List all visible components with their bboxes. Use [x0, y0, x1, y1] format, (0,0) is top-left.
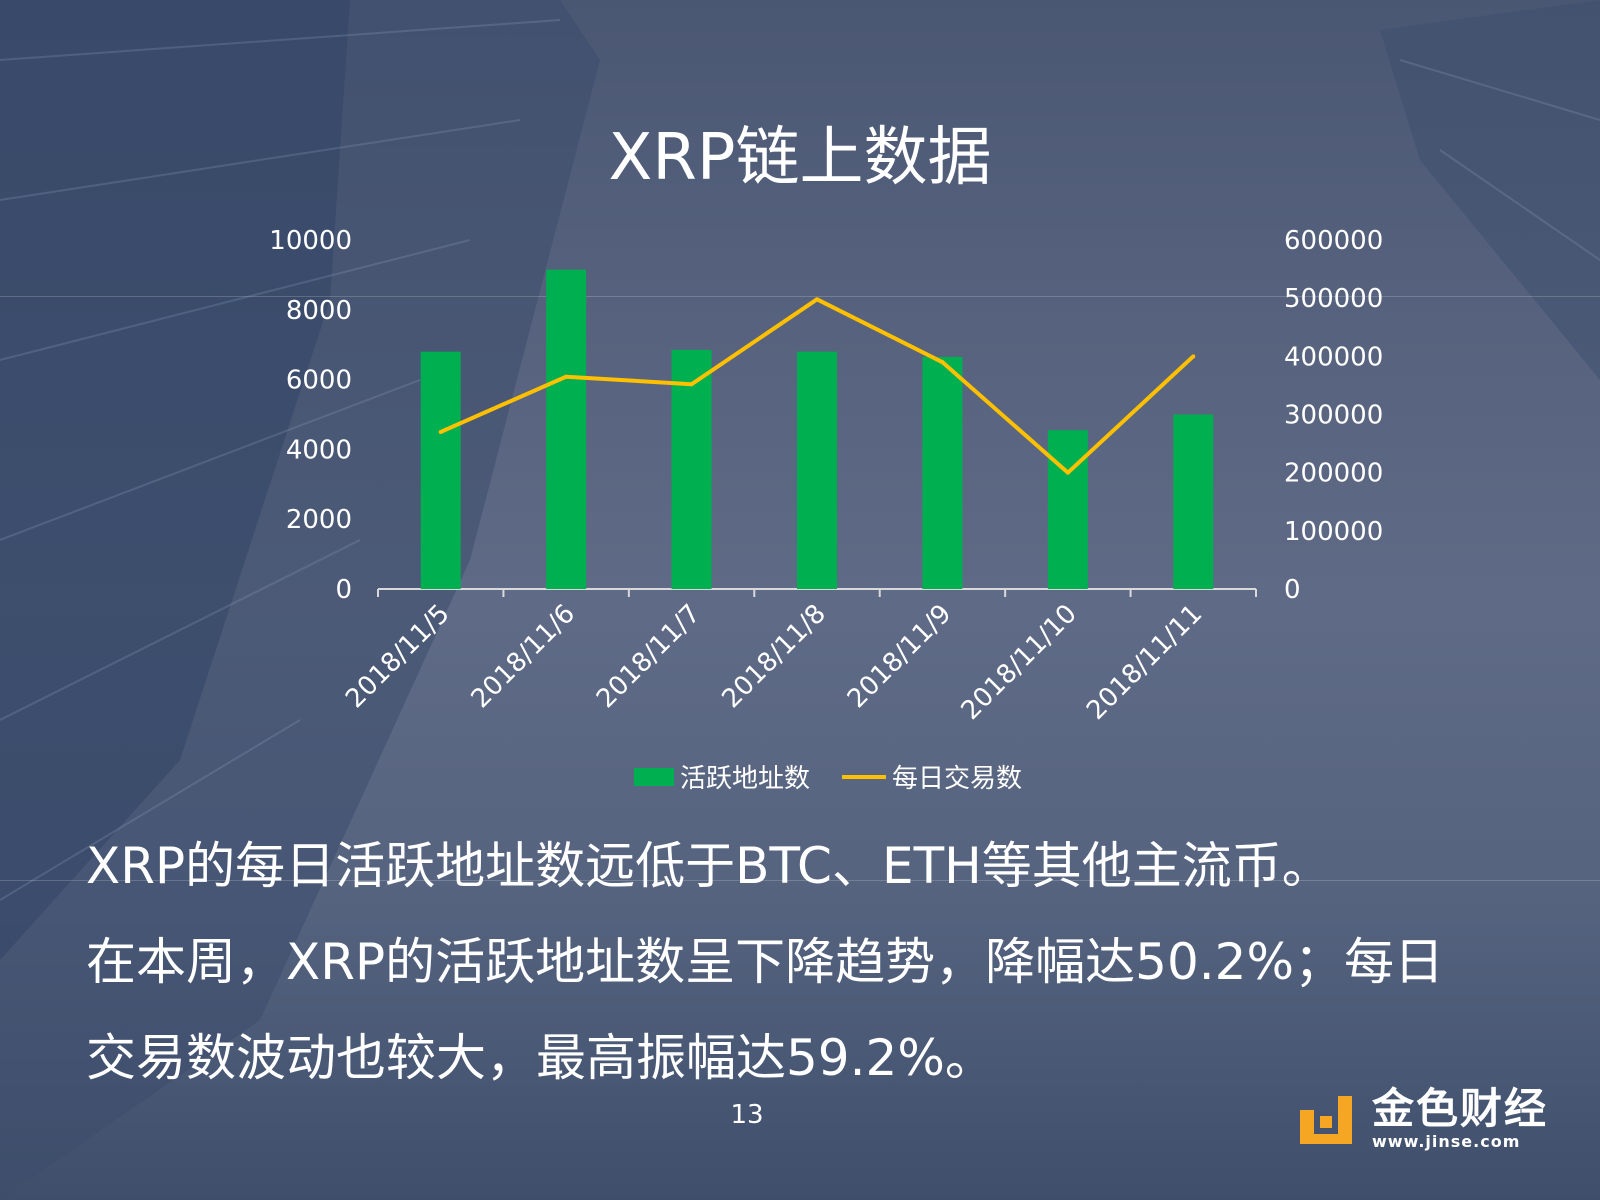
y-tick-label-left: 8000	[286, 296, 352, 326]
y-tick-label-right: 500000	[1284, 284, 1383, 314]
x-tick-label: 2018/11/9	[842, 599, 957, 714]
commentary-line-3: 交易数波动也较大，最高振幅达59.2%。	[86, 1029, 995, 1087]
bar-active-addresses	[671, 349, 712, 589]
point-daily-transactions	[940, 360, 945, 365]
legend-swatch-bar	[634, 768, 674, 786]
commentary-text: XRP的每日活跃地址数远低于BTC、ETH等其他主流币。 在本周，XRP的活跃地…	[86, 818, 1546, 1106]
y-tick-label-right: 400000	[1284, 342, 1383, 372]
logo-url: www.jinse.com	[1372, 1132, 1521, 1151]
y-tick-label-left: 4000	[286, 435, 352, 465]
x-tick-label: 2018/11/10	[956, 599, 1083, 726]
page-number: 13	[730, 1100, 764, 1130]
point-daily-transactions	[438, 429, 443, 434]
point-daily-transactions	[564, 374, 569, 379]
point-daily-transactions	[1191, 354, 1196, 359]
point-daily-transactions	[689, 382, 694, 387]
jinse-logo-icon	[1300, 1096, 1352, 1144]
bar-active-addresses	[797, 351, 837, 589]
jinse-logo: 金色财经 www.jinse.com	[1298, 1086, 1558, 1154]
bar-active-addresses	[1173, 414, 1214, 589]
y-tick-label-right: 600000	[1284, 226, 1383, 256]
y-tick-label-left: 10000	[269, 226, 352, 256]
x-tick-label: 2018/11/11	[1081, 599, 1208, 726]
x-tick-label: 2018/11/7	[591, 599, 706, 714]
bar-active-addresses	[922, 356, 963, 589]
y-tick-label-right: 100000	[1284, 517, 1383, 547]
y-tick-label-left: 0	[335, 575, 352, 605]
y-tick-label-right: 200000	[1284, 459, 1383, 489]
y-tick-label-left: 2000	[286, 505, 352, 535]
bar-active-addresses	[546, 269, 587, 589]
legend-label-line: 每日交易数	[892, 764, 1022, 794]
x-tick-label: 2018/11/8	[716, 599, 831, 714]
y-tick-label-left: 6000	[286, 366, 352, 396]
x-tick-label: 2018/11/5	[340, 599, 455, 714]
x-tick-label: 2018/11/6	[466, 599, 581, 714]
bar-active-addresses	[420, 351, 461, 589]
point-daily-transactions	[815, 297, 819, 302]
commentary-line-1: XRP的每日活跃地址数远低于BTC、ETH等其他主流币。	[86, 837, 1332, 895]
commentary-line-2: 在本周，XRP的活跃地址数呈下降趋势，降幅达50.2%；每日	[86, 933, 1444, 991]
y-tick-label-right: 300000	[1284, 401, 1383, 431]
point-daily-transactions	[1065, 470, 1070, 475]
logo-name: 金色财经	[1372, 1084, 1549, 1133]
bar-active-addresses	[1047, 430, 1088, 589]
chart-title: XRP链上数据	[608, 121, 992, 195]
y-tick-label-right: 0	[1284, 575, 1301, 605]
legend-label-bar: 活跃地址数	[680, 764, 810, 794]
